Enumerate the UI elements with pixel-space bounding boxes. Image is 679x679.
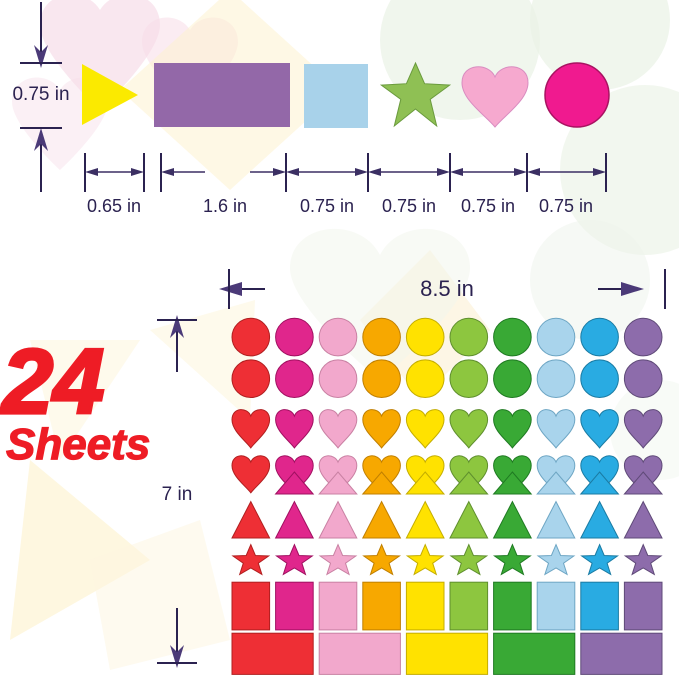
svg-text:7 in: 7 in [162,484,193,505]
svg-text:8.5 in: 8.5 in [420,276,474,301]
